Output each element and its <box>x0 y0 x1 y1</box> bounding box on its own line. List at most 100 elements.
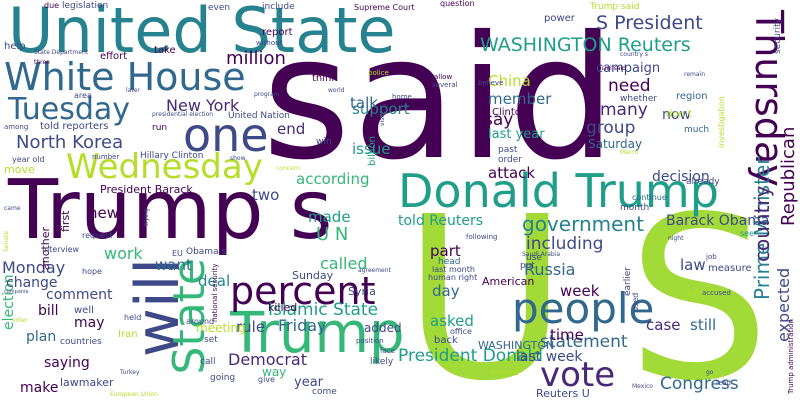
word-clinton: Clinton <box>492 107 528 118</box>
word-russia: Russia <box>524 260 576 279</box>
word-possible: possible <box>490 369 519 377</box>
word-agreement: agreement <box>358 267 391 274</box>
word-put: put <box>520 261 535 271</box>
word-job: job <box>706 253 717 261</box>
word-say: say <box>484 110 514 130</box>
word-white-house: White House <box>4 55 246 99</box>
word-comment: comment <box>46 287 113 303</box>
word-report: report <box>262 27 293 38</box>
word-trump-said: Trump said <box>590 2 640 12</box>
word-believe: believe <box>478 79 504 87</box>
word-night: night <box>668 235 684 242</box>
word-thursday: Thursday <box>747 10 791 187</box>
word-people: people <box>512 284 655 333</box>
word-three: three <box>34 59 50 66</box>
word-likely: likely <box>370 357 394 367</box>
word-according: according <box>296 170 370 188</box>
word-s-president: S President <box>596 12 703 34</box>
word-see: see <box>740 229 755 238</box>
word-democrat: Democrat <box>228 350 307 369</box>
word-sunday: Sunday <box>292 269 334 282</box>
word-u-n: U N <box>316 224 349 245</box>
word-attack: attack <box>488 164 536 182</box>
word-home: home <box>392 93 412 101</box>
word-rule: rule <box>236 318 266 336</box>
word-statement: statement <box>540 332 628 352</box>
word-supreme-court: Supreme Court <box>354 3 415 12</box>
word-human-right: human right <box>428 273 478 282</box>
word-office: office <box>450 327 472 336</box>
word-need: need <box>608 76 651 96</box>
word-saudi-arabia: Saudi Arabia <box>522 251 561 258</box>
word-head: head <box>438 257 461 267</box>
word-syria: Syria <box>348 285 376 298</box>
word-killed: killed <box>268 301 298 314</box>
word-several: several <box>432 81 458 89</box>
word-many: many <box>600 100 648 120</box>
word-world: world <box>328 87 345 94</box>
word-last-year: last year <box>488 127 545 142</box>
word-week: week <box>560 282 600 300</box>
word-help: help <box>4 41 26 52</box>
word-last-week: last week <box>516 349 583 365</box>
word-end: end <box>277 120 306 138</box>
word-day: day <box>432 282 460 300</box>
word-president-donald: President Donald <box>398 346 543 366</box>
word-party: party <box>688 289 707 297</box>
word-member: member <box>488 90 552 108</box>
word-held: held <box>124 313 142 322</box>
word-president-barack: President Barack <box>100 183 193 196</box>
word-going: going <box>210 373 236 383</box>
word-law: law <box>680 256 706 274</box>
word-later: later <box>126 87 140 94</box>
word-without: without <box>256 39 283 47</box>
word-past: past <box>498 145 518 155</box>
word-show: show <box>230 155 246 162</box>
word-china: China <box>488 72 531 90</box>
word-saturday: Saturday <box>588 137 643 151</box>
word-following: following <box>466 233 498 241</box>
word-hillary-clinton: Hillary Clinton <box>140 151 204 161</box>
word-whether: whether <box>620 94 658 104</box>
word-legislation: legislation <box>62 1 109 11</box>
word-friday: Friday <box>278 316 327 335</box>
word-senate: Senate <box>3 230 10 252</box>
word-monday: Monday <box>2 258 66 277</box>
word-washington: WASHINGTON <box>478 339 555 352</box>
word-order: order <box>498 155 522 165</box>
word-vote: vote <box>540 355 616 395</box>
word-plan: plan <box>26 329 57 345</box>
word-interview: interview <box>42 245 80 254</box>
word-month: month <box>620 203 650 213</box>
word-new-york: New York <box>166 96 240 115</box>
word-trump-administration: Trump administration <box>787 319 795 394</box>
word-united-nation: United Nation <box>228 111 290 121</box>
word-go: go <box>706 369 714 376</box>
word-region: region <box>676 91 708 102</box>
word-part: part <box>430 242 461 260</box>
word-wednesday: Wednesday <box>66 147 263 187</box>
word-new: new <box>88 204 120 222</box>
word-asked: asked <box>430 312 474 330</box>
word-including: including <box>526 234 604 254</box>
word-win: win <box>316 137 332 147</box>
word-lawmaker: lawmaker <box>60 376 114 389</box>
word-request: request <box>82 231 113 240</box>
word-us: U S <box>403 169 770 400</box>
word-effort: effort <box>100 51 128 62</box>
word-last-month: last month <box>432 265 475 274</box>
word-added: added <box>364 321 402 335</box>
word-eu: EU <box>172 249 183 258</box>
word-concern: concern <box>276 165 300 172</box>
word-power: power <box>544 13 575 24</box>
word-told-reuters: told Reuters <box>398 213 484 229</box>
word-washington-reuters: WASHINGTON Reuters <box>480 34 691 56</box>
word-islamic-state: Islamic State <box>268 300 379 320</box>
word-bill: bill <box>38 303 59 319</box>
word-think: think <box>312 73 338 84</box>
word-give: give <box>258 375 275 384</box>
word-police: police <box>368 69 389 77</box>
word-allow: allow <box>434 73 453 81</box>
word-country-s: country s <box>620 51 648 58</box>
word-use: use <box>526 253 542 263</box>
